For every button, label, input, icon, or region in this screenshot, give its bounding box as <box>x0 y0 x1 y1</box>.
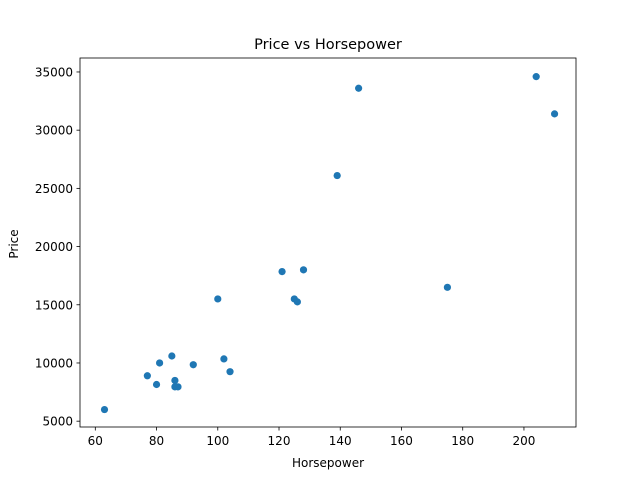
y-tick-label: 20000 <box>35 240 73 254</box>
data-point <box>143 372 151 380</box>
data-point <box>168 352 176 360</box>
x-axis-label: Horsepower <box>292 456 364 470</box>
y-tick-label: 30000 <box>35 124 73 138</box>
data-point <box>214 295 222 303</box>
data-point <box>299 266 308 274</box>
y-axis-label: Price <box>7 229 21 258</box>
data-point <box>293 298 301 306</box>
x-tick-label: 180 <box>451 434 474 448</box>
x-tick-label: 60 <box>88 434 103 448</box>
x-tick-label: 80 <box>149 434 164 448</box>
x-tick-label: 160 <box>390 434 413 448</box>
x-tick-label: 100 <box>206 434 229 448</box>
data-point <box>100 405 109 414</box>
x-tick-label: 120 <box>268 434 291 448</box>
chart-title: Price vs Horsepower <box>254 37 402 53</box>
data-point <box>189 361 197 369</box>
x-tick-label: 200 <box>512 434 535 448</box>
plot-area: 60 80 100 120 140 160 180 200 5000 10000 15000 2000… <box>35 57 577 448</box>
data-point <box>220 355 228 363</box>
y-tick-label: 15000 <box>35 298 73 312</box>
data-point <box>278 268 286 276</box>
data-point <box>355 84 363 92</box>
data-point <box>174 383 182 391</box>
axes-frame <box>79 57 577 428</box>
data-point <box>226 368 234 376</box>
y-tick-label: 5000 <box>42 415 73 429</box>
y-tick-label: 25000 <box>35 182 73 196</box>
data-point <box>152 380 161 389</box>
data-point <box>550 110 559 118</box>
data-point <box>171 376 179 385</box>
data-point <box>532 73 540 81</box>
x-tick-label: 140 <box>329 434 352 448</box>
data-point <box>443 283 452 291</box>
data-point <box>156 359 164 367</box>
y-tick-label: 35000 <box>35 65 73 79</box>
data-point <box>333 171 341 180</box>
y-tick-label: 10000 <box>35 356 73 370</box>
